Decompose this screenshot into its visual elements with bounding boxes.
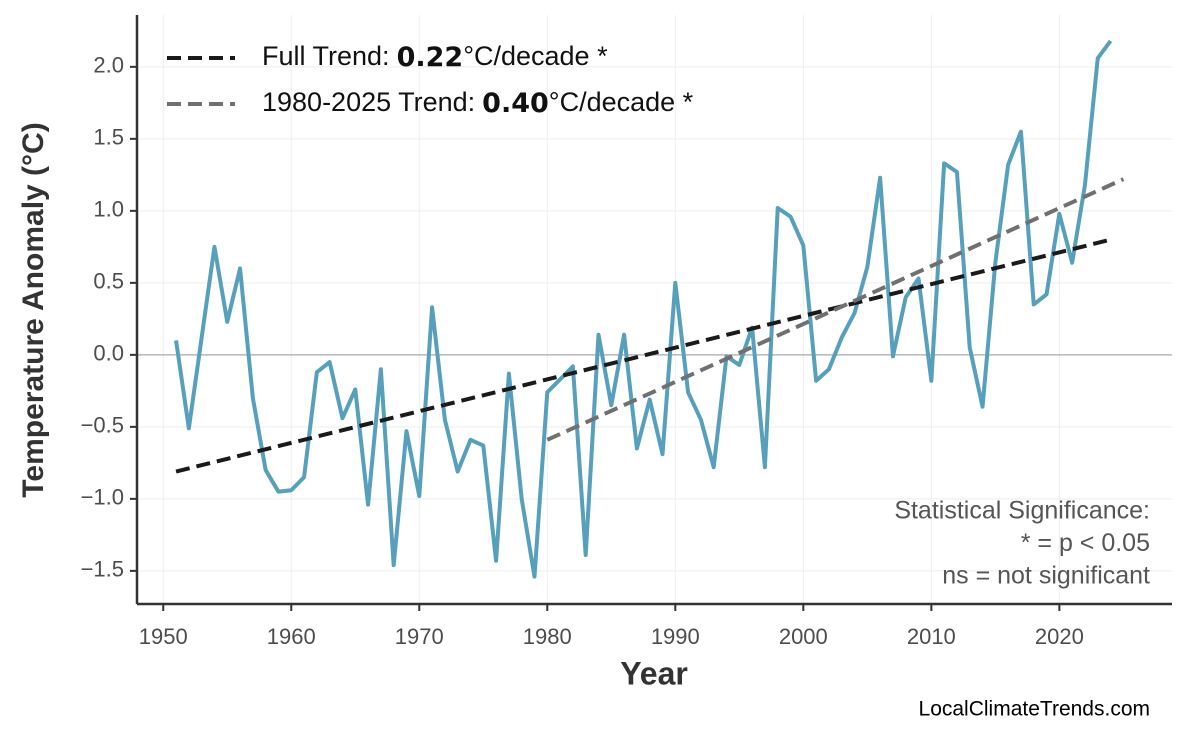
x-tick-label: 2000 [779,624,828,649]
y-tick-label: −1.0 [81,485,124,510]
annotation: * = p < 0.05 [1021,529,1150,557]
x-tick-label: 1950 [139,624,188,649]
annotation: ns = not significant [942,562,1150,590]
annotation: Statistical Significance: [894,497,1150,525]
legend-name: 1980-2025 Trend: [262,87,475,117]
y-tick-label: −0.5 [81,413,124,438]
legend-label: 1980-2025 Trend: 0.40°C/decade * [262,87,694,118]
trend-line [175,237,1112,474]
x-tick-label: 1970 [395,624,444,649]
y-tick-label: 1.5 [93,125,124,150]
legend-trend: 0.40 [482,88,549,119]
x-tick-label: 1990 [651,624,700,649]
legend-label: Full Trend: 0.22°C/decade * [262,41,608,72]
x-tick-label: 2010 [907,624,956,649]
data-line [174,39,1113,579]
legend-name: Full Trend: [262,41,390,71]
legend-trend: 0.22 [397,42,464,73]
legend-unit: °C/decade * [549,87,694,117]
x-axis-label: Year [620,655,688,691]
y-tick-label: 2.0 [93,53,124,78]
x-tick-label: 1980 [523,624,572,649]
y-tick-label: 0.5 [93,269,124,294]
legend-unit: °C/decade * [463,41,608,71]
y-tick-label: −1.5 [81,557,124,582]
y-tick-label: 1.0 [93,197,124,222]
y-tick-label: 0.0 [93,341,124,366]
trend-line [546,177,1125,442]
source: LocalClimateTrends.com [919,698,1150,721]
x-tick-label: 2020 [1035,624,1084,649]
y-axis-label: Temperature Anomaly (°C) [17,122,50,497]
x-tick-label: 1960 [267,624,316,649]
